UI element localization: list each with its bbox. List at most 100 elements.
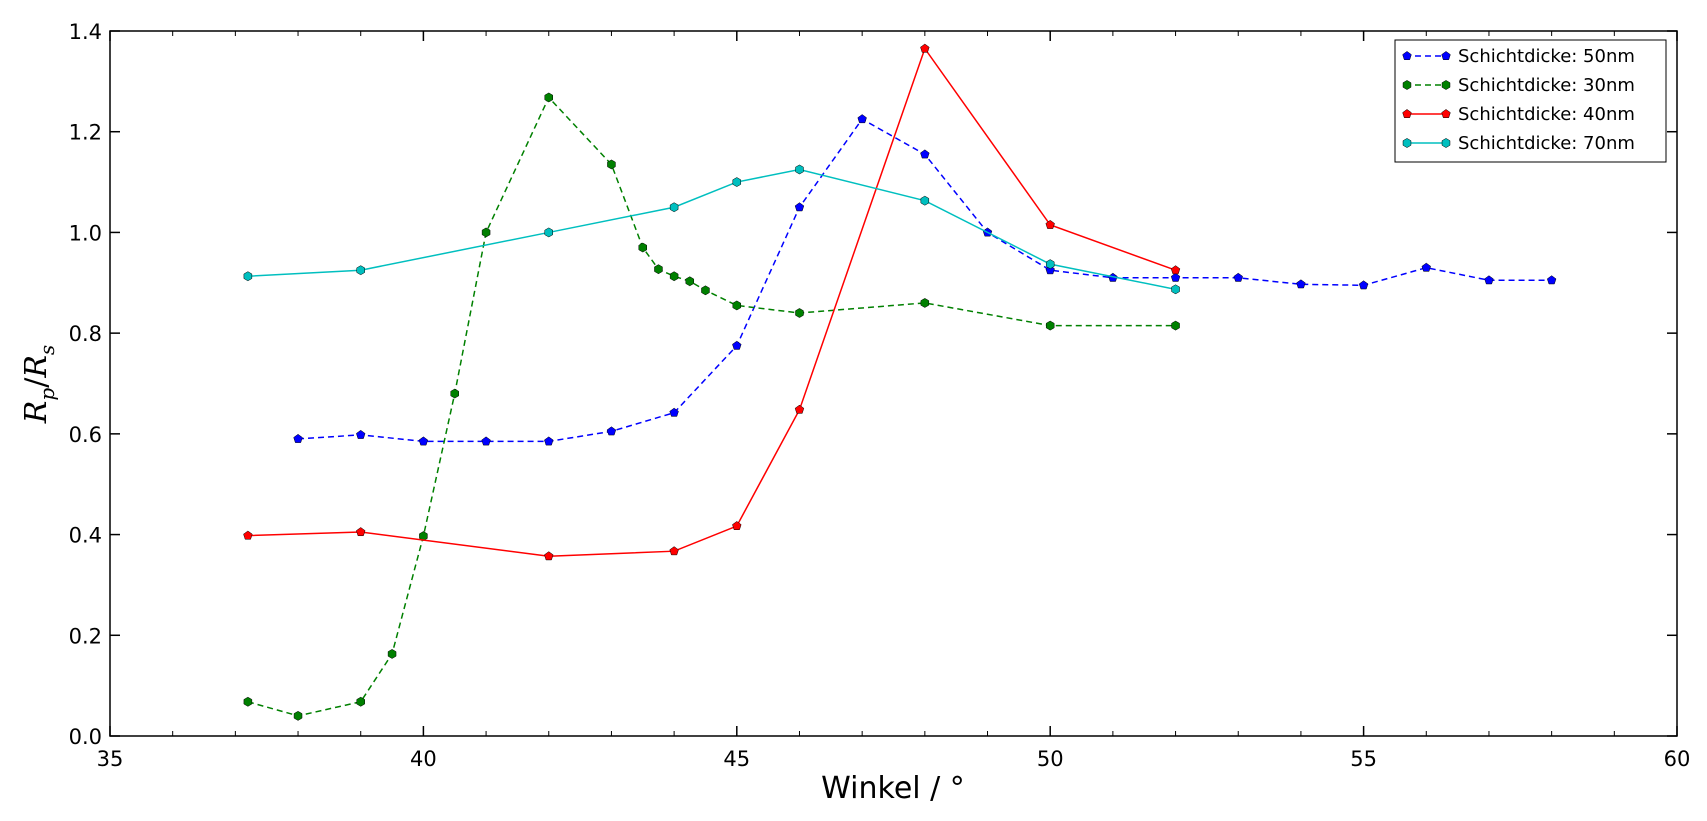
y-tick-label: 0.0 — [69, 725, 102, 749]
y-axis-title-slash: / — [19, 377, 54, 388]
y-tick-label: 0.8 — [69, 322, 102, 346]
legend-marker — [1402, 51, 1412, 60]
data-point — [1170, 265, 1181, 275]
data-point — [794, 404, 805, 414]
data-point — [1296, 279, 1306, 289]
data-point — [1546, 275, 1557, 285]
series-3 — [243, 164, 1180, 295]
data-point — [794, 202, 805, 212]
y-tick-label: 0.4 — [69, 524, 102, 548]
data-point — [920, 43, 930, 53]
x-tick-label: 60 — [1664, 747, 1691, 771]
legend-label: Schichtdicke: 30nm — [1458, 75, 1635, 96]
data-point — [387, 649, 397, 659]
y-axis-title-r2: R — [19, 355, 54, 379]
data-point — [544, 227, 553, 238]
legend-item-0: Schichtdicke: 50nm — [1402, 46, 1635, 67]
data-point — [857, 114, 867, 124]
x-axis-title: Winkel / ° — [821, 771, 965, 806]
x-tick-label: 35 — [97, 747, 124, 771]
series-line — [247, 47, 1176, 557]
legend-label: Schichtdicke: 50nm — [1458, 46, 1635, 67]
legend-marker — [1402, 80, 1412, 90]
data-point — [1045, 219, 1055, 229]
data-point — [243, 271, 253, 282]
data-point — [732, 177, 742, 187]
data-point — [606, 426, 617, 436]
legend-marker — [1441, 109, 1451, 118]
y-axis-title-sub1: p — [35, 388, 59, 401]
data-point — [920, 195, 930, 206]
data-point — [356, 696, 365, 707]
data-point — [732, 340, 742, 350]
legend-item-1: Schichtdicke: 30nm — [1402, 75, 1635, 96]
data-point — [293, 433, 303, 443]
legend-label: Schichtdicke: 40nm — [1458, 104, 1635, 125]
data-point — [920, 298, 930, 308]
data-point — [1233, 272, 1243, 282]
data-point — [1045, 259, 1055, 270]
legend-frame — [1394, 39, 1667, 163]
data-point — [544, 551, 554, 561]
data-point — [732, 521, 742, 530]
legend-marker — [1441, 51, 1451, 60]
y-axis-title: Rp/Rs — [19, 345, 59, 424]
x-tick-label: 55 — [1350, 747, 1377, 771]
legend-items: Schichtdicke: 50nm Schichtdicke: 30nm Schi… — [1402, 46, 1635, 154]
data-point — [795, 164, 804, 175]
data-point — [544, 436, 554, 446]
data-point — [638, 242, 648, 253]
legend-item-3: Schichtdicke: 70nm — [1402, 133, 1635, 154]
data-point — [669, 407, 679, 417]
y-tick-label: 0.6 — [69, 423, 102, 447]
data-point — [356, 265, 365, 276]
data-point — [1358, 280, 1369, 290]
data-point — [795, 308, 804, 318]
data-point — [654, 264, 663, 275]
data-point — [293, 710, 303, 721]
data-point — [1170, 272, 1181, 282]
y-tick-label: 0.2 — [69, 624, 102, 648]
data-point — [356, 429, 366, 439]
legend-label: Schichtdicke: 70nm — [1458, 133, 1635, 154]
data-point — [1484, 275, 1494, 285]
data-point — [481, 227, 491, 238]
data-point — [243, 696, 253, 707]
legend: Schichtdicke: 50nm Schichtdicke: 30nm Schi… — [1394, 39, 1667, 163]
plot-frame — [109, 30, 1678, 737]
data-point — [1171, 284, 1180, 295]
data-point — [732, 300, 742, 311]
legend-item-2: Schichtdicke: 40nm — [1402, 104, 1635, 125]
data-point — [669, 202, 679, 213]
ticks-layer: 35 40 45 50 55 60 0.0 0.2 0.4 0.6 0.8 1.0 1.2 1.4 — [69, 20, 1691, 771]
x-tick-label: 50 — [1037, 747, 1064, 771]
y-axis-title-r1: R — [19, 401, 54, 425]
data-point — [1171, 320, 1180, 331]
series-line — [297, 118, 1552, 443]
legend-marker — [1402, 138, 1412, 148]
data-point — [1045, 320, 1055, 331]
series-1 — [243, 92, 1180, 721]
data-point — [481, 436, 491, 446]
data-point — [669, 546, 679, 556]
series-2 — [243, 43, 1181, 561]
data-point — [685, 276, 695, 287]
legend-marker — [1441, 138, 1451, 148]
data-point — [243, 530, 253, 540]
series-layer — [243, 43, 1557, 721]
data-point — [669, 271, 679, 282]
data-point — [544, 92, 553, 103]
data-point — [607, 159, 616, 170]
y-tick-label: 1.0 — [69, 221, 102, 245]
data-point — [418, 436, 429, 446]
legend-marker — [1441, 80, 1451, 90]
legend-marker — [1402, 109, 1412, 118]
y-axis-title-sub2: s — [35, 345, 59, 355]
data-point — [356, 527, 366, 537]
y-tick-label: 1.4 — [69, 20, 102, 44]
series-0 — [293, 114, 1557, 446]
x-tick-label: 45 — [723, 747, 750, 771]
x-tick-label: 40 — [410, 747, 437, 771]
data-point — [1421, 262, 1431, 272]
